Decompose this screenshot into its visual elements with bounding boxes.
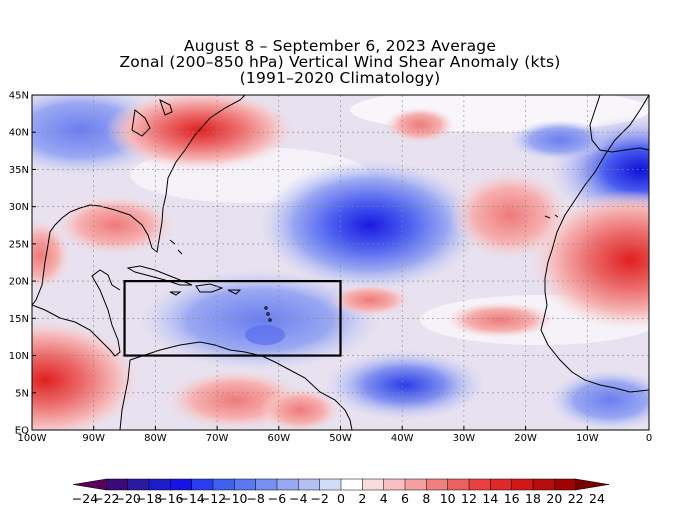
colorbar-cell bbox=[276, 478, 299, 491]
colorbar-tick-label: 12 bbox=[461, 491, 477, 506]
colorbar-tick-label: −14 bbox=[178, 491, 204, 506]
lat-label: 15N bbox=[9, 314, 29, 325]
colorbar-tick-label: 22 bbox=[568, 491, 584, 506]
colorbar-tick-label: −8 bbox=[246, 491, 264, 506]
longitude-labels: 100W 90W 80W 70W 60W 50W 40W 30W 20W 10W 0 bbox=[18, 426, 652, 444]
colorbar-cell bbox=[234, 478, 257, 491]
colorbar-tick-label: −24 bbox=[72, 491, 98, 506]
colorbar-cell bbox=[72, 478, 107, 491]
lon-label: 40W bbox=[391, 433, 414, 444]
colorbar-cell bbox=[298, 478, 321, 491]
colorbar-tick-label: 14 bbox=[482, 491, 498, 506]
colorbar-cell bbox=[532, 478, 555, 491]
pos-center-eastern-pacific bbox=[32, 320, 140, 430]
colorbar-tick-label: −12 bbox=[200, 491, 226, 506]
colorbar-tick-label: 0 bbox=[337, 491, 345, 506]
colorbar-tick-label: 4 bbox=[380, 491, 388, 506]
lon-label: 10W bbox=[576, 433, 599, 444]
colorbar-cell bbox=[255, 478, 278, 491]
latitude-labels: 45N 40N 35N 30N 25N 20N 15N 10N 5N EQ bbox=[9, 91, 36, 437]
lat-label: 45N bbox=[9, 91, 29, 102]
colorbar-cell bbox=[404, 478, 427, 491]
colorbar-tick-label: 20 bbox=[546, 491, 562, 506]
lon-label: 100W bbox=[18, 433, 47, 444]
lon-label: 20W bbox=[514, 433, 537, 444]
colorbar-tick-label: 18 bbox=[525, 491, 541, 506]
lon-label: 50W bbox=[329, 433, 352, 444]
map-title: August 8 – September 6, 2023 Average Zon… bbox=[0, 38, 680, 86]
colorbar-cell bbox=[170, 478, 193, 491]
colorbar-tick-label: −6 bbox=[268, 491, 286, 506]
lon-label: 80W bbox=[144, 433, 167, 444]
lat-label: 5N bbox=[15, 388, 29, 399]
colorbar-tick-label: −16 bbox=[157, 491, 183, 506]
colorbar-cell bbox=[575, 478, 610, 491]
colorbar-tick-label: 10 bbox=[440, 491, 456, 506]
colorbar-cell bbox=[490, 478, 513, 491]
colorbar-tick-label: −4 bbox=[289, 491, 307, 506]
graticule bbox=[32, 95, 649, 430]
pos-center-gulf bbox=[55, 195, 175, 255]
lat-label: 35N bbox=[9, 165, 29, 176]
lat-label: 30N bbox=[9, 202, 29, 213]
colorbar-cell bbox=[212, 478, 235, 491]
lon-label: 60W bbox=[267, 433, 290, 444]
colorbar-tick-label: 24 bbox=[589, 491, 605, 506]
lon-label: 70W bbox=[206, 433, 229, 444]
neg-center-caribbean bbox=[140, 270, 380, 370]
lat-label: 10N bbox=[9, 351, 29, 362]
lat-label: 25N bbox=[9, 239, 29, 250]
colorbar-tick-label: −18 bbox=[136, 491, 162, 506]
title-line-2: Zonal (200–850 hPa) Vertical Wind Shear … bbox=[119, 53, 561, 71]
colorbar-tick-label: −2 bbox=[310, 491, 328, 506]
lon-label: 90W bbox=[82, 433, 105, 444]
pos-center-subtropical-atlantic bbox=[450, 170, 570, 260]
colorbar-tick-label: 2 bbox=[358, 491, 366, 506]
pos-center-us-northeast bbox=[105, 95, 295, 170]
colorbar-cell bbox=[511, 478, 534, 491]
colorbar-cell bbox=[127, 478, 150, 491]
colorbar-tick-label: 6 bbox=[401, 491, 409, 506]
lon-label: 0 bbox=[646, 433, 652, 444]
colorbar-tick-label: −20 bbox=[114, 491, 140, 506]
title-line-1: August 8 – September 6, 2023 Average bbox=[183, 37, 497, 55]
colorbar-cell bbox=[362, 478, 385, 491]
colorbar-cell bbox=[468, 478, 491, 491]
colorbar-cell bbox=[148, 478, 171, 491]
lon-label: 30W bbox=[453, 433, 476, 444]
colorbar-tick-label: 8 bbox=[422, 491, 430, 506]
neg-center-central-atlantic bbox=[260, 160, 480, 290]
neg-center-tropical-atlantic bbox=[325, 350, 485, 420]
colorbar: −24−22−20−18−16−14−12−10−8 −6 −4 −2 0 2 4 6 8 10 1… bbox=[72, 478, 610, 506]
lat-label: 40N bbox=[9, 128, 29, 139]
colorbar-tick-label: −22 bbox=[93, 491, 119, 506]
colorbar-tick-label: −10 bbox=[221, 491, 247, 506]
colorbar-cell bbox=[106, 478, 129, 491]
colorbar-cell bbox=[340, 478, 363, 491]
colorbar-tick-label: 16 bbox=[504, 491, 520, 506]
colorbar-cell bbox=[426, 478, 449, 491]
title-line-3: (1991–2020 Climatology) bbox=[239, 69, 441, 87]
anomaly-field bbox=[32, 95, 649, 430]
highlight-region-box bbox=[123, 280, 342, 357]
colorbar-cell bbox=[383, 478, 406, 491]
colorbar-cell bbox=[447, 478, 470, 491]
colorbar-cell bbox=[319, 478, 342, 491]
colorbar-cell bbox=[191, 478, 214, 491]
colorbar-cell bbox=[554, 478, 577, 491]
lat-label: 20N bbox=[9, 277, 29, 288]
coastlines bbox=[32, 95, 649, 430]
lat-label: EQ bbox=[15, 426, 29, 437]
